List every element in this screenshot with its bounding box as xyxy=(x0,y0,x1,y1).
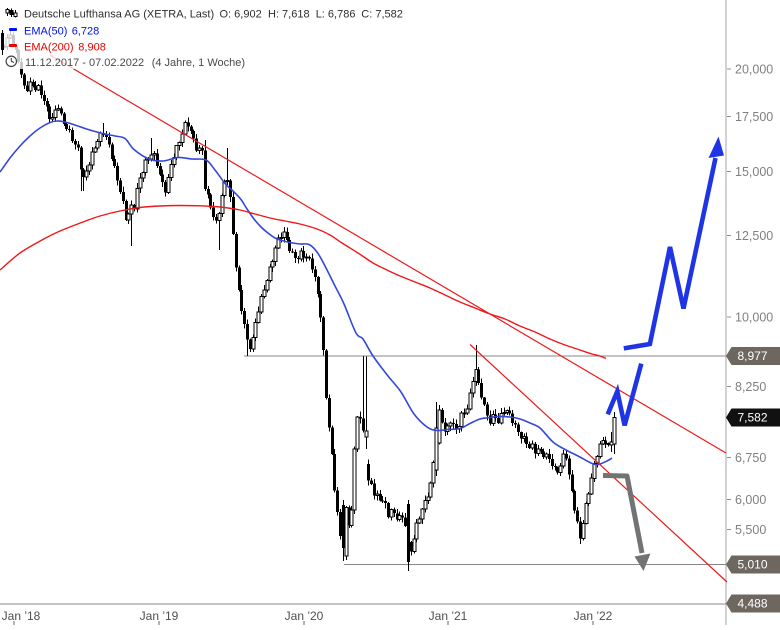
svg-text:O: 6,902: O: 6,902 xyxy=(220,9,262,21)
svg-text:8,908: 8,908 xyxy=(78,42,106,54)
svg-text:Jan ’20: Jan ’20 xyxy=(285,609,324,623)
svg-text:15,000: 15,000 xyxy=(735,165,773,179)
svg-text:H: 7,618: H: 7,618 xyxy=(268,9,310,21)
svg-text:8,977: 8,977 xyxy=(737,349,767,363)
svg-text:Jan ’18: Jan ’18 xyxy=(2,609,41,623)
svg-text:EMA(200): EMA(200) xyxy=(24,42,74,54)
svg-text:20,000: 20,000 xyxy=(735,63,773,77)
svg-text:L: 6,786: L: 6,786 xyxy=(316,9,356,21)
svg-text:5,500: 5,500 xyxy=(735,523,766,537)
svg-text:17,500: 17,500 xyxy=(735,110,773,124)
svg-text:7,582: 7,582 xyxy=(737,411,767,425)
svg-text:6,728: 6,728 xyxy=(72,26,100,38)
svg-text:6,000: 6,000 xyxy=(735,493,766,507)
svg-text:Jan ’22: Jan ’22 xyxy=(574,609,613,623)
svg-text:Jan ’21: Jan ’21 xyxy=(429,609,468,623)
svg-text:EMA(50): EMA(50) xyxy=(24,26,67,38)
svg-text:12,500: 12,500 xyxy=(735,229,773,243)
svg-text:5,010: 5,010 xyxy=(737,558,767,572)
svg-text:4,488: 4,488 xyxy=(737,597,767,611)
svg-text:10,000: 10,000 xyxy=(735,311,773,325)
svg-text:6,750: 6,750 xyxy=(735,451,766,465)
svg-text:(4 Jahre, 1 Woche): (4 Jahre, 1 Woche) xyxy=(152,57,245,69)
svg-text:Deutsche Lufthansa AG (XETRA,: Deutsche Lufthansa AG (XETRA, Last) xyxy=(24,9,214,21)
svg-text:Jan ’19: Jan ’19 xyxy=(140,609,179,623)
svg-text:11.12.2017 - 07.02.2022: 11.12.2017 - 07.02.2022 xyxy=(25,57,144,69)
svg-text:8,250: 8,250 xyxy=(735,380,766,394)
svg-text:C: 7,582: C: 7,582 xyxy=(361,9,403,21)
